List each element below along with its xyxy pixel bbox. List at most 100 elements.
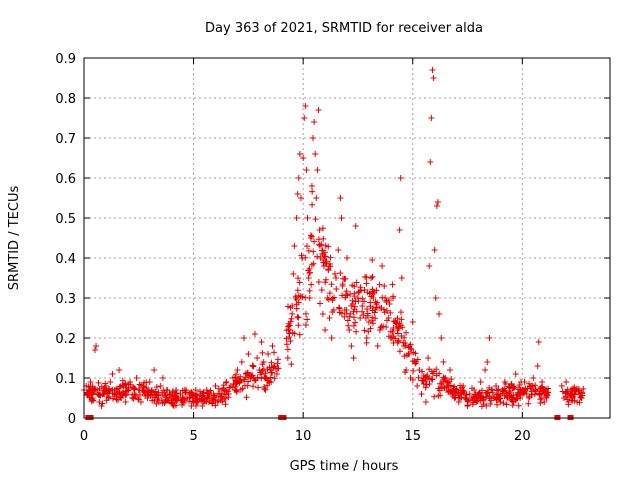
data-point (497, 399, 504, 405)
data-point (182, 389, 189, 396)
data-point (337, 195, 344, 201)
data-point (190, 395, 197, 401)
data-point (135, 387, 142, 393)
data-point (264, 366, 271, 373)
data-point (394, 339, 401, 346)
data-point (532, 387, 539, 393)
data-point (368, 275, 375, 281)
data-point (102, 380, 109, 387)
data-point (308, 281, 315, 288)
data-point (484, 359, 491, 365)
y-tick-label: 0.9 (55, 52, 76, 67)
data-point (515, 402, 522, 409)
data-point (324, 295, 331, 301)
data-point (312, 151, 319, 157)
data-point (360, 312, 367, 319)
data-point (478, 403, 485, 410)
data-point (510, 399, 517, 405)
data-point (327, 254, 334, 261)
data-point (320, 263, 327, 269)
data-point (118, 395, 125, 401)
data-point (430, 75, 437, 81)
data-point (205, 399, 212, 405)
data-point (396, 348, 403, 355)
data-point (221, 387, 228, 394)
data-point (369, 314, 376, 321)
data-point (295, 175, 302, 181)
data-point (516, 382, 523, 389)
data-point (117, 394, 124, 401)
data-point (163, 394, 170, 401)
data-point (433, 203, 440, 209)
data-point (333, 275, 340, 281)
data-point (106, 385, 113, 392)
data-point (352, 298, 359, 305)
data-point (367, 303, 374, 310)
data-point (398, 309, 405, 316)
data-point (302, 322, 309, 329)
data-point (153, 400, 160, 407)
data-point (169, 401, 176, 408)
data-point (166, 391, 173, 397)
data-point (330, 307, 337, 313)
x-tick-label: 20 (514, 429, 531, 444)
data-point (136, 381, 143, 388)
data-point (528, 388, 535, 395)
data-point (234, 367, 241, 373)
data-point (411, 359, 418, 365)
data-point (335, 247, 342, 253)
data-point (316, 242, 323, 249)
data-point (436, 311, 443, 317)
data-point (223, 379, 230, 385)
data-point (500, 388, 507, 395)
data-point (322, 327, 329, 333)
data-point (299, 255, 306, 261)
data-point (519, 387, 526, 393)
data-point (361, 298, 368, 305)
data-point (262, 386, 269, 393)
data-point (173, 387, 180, 393)
data-point (394, 330, 401, 337)
data-point (521, 379, 528, 385)
data-point (447, 367, 454, 373)
data-point (359, 303, 366, 309)
data-point (159, 375, 166, 381)
data-point (256, 367, 263, 373)
data-point (297, 293, 304, 300)
data-point (361, 287, 368, 293)
data-point (131, 385, 138, 392)
data-point (233, 377, 240, 384)
data-point (336, 305, 343, 312)
data-point (337, 309, 344, 316)
data-point (169, 389, 176, 396)
data-point (367, 325, 374, 332)
data-point (245, 351, 252, 357)
data-point (407, 375, 414, 381)
data-point (453, 387, 460, 393)
data-point (302, 103, 309, 109)
data-point (368, 291, 375, 298)
data-point (444, 383, 451, 389)
data-point (250, 383, 257, 390)
data-point (415, 374, 422, 381)
data-point (250, 363, 257, 370)
data-point (370, 295, 377, 301)
data-point (221, 395, 228, 401)
data-point (508, 383, 515, 389)
data-point (387, 335, 394, 341)
data-point (369, 256, 376, 263)
data-point (317, 300, 324, 307)
data-point (109, 390, 116, 397)
data-point (425, 355, 432, 361)
data-point (116, 384, 123, 391)
data-point (563, 379, 570, 385)
data-point (94, 387, 101, 393)
data-point (429, 67, 436, 73)
data-point (420, 375, 427, 381)
data-point (286, 330, 293, 337)
data-point (294, 313, 301, 320)
data-point (123, 388, 130, 395)
data-point (283, 341, 290, 348)
data-point (341, 307, 348, 313)
